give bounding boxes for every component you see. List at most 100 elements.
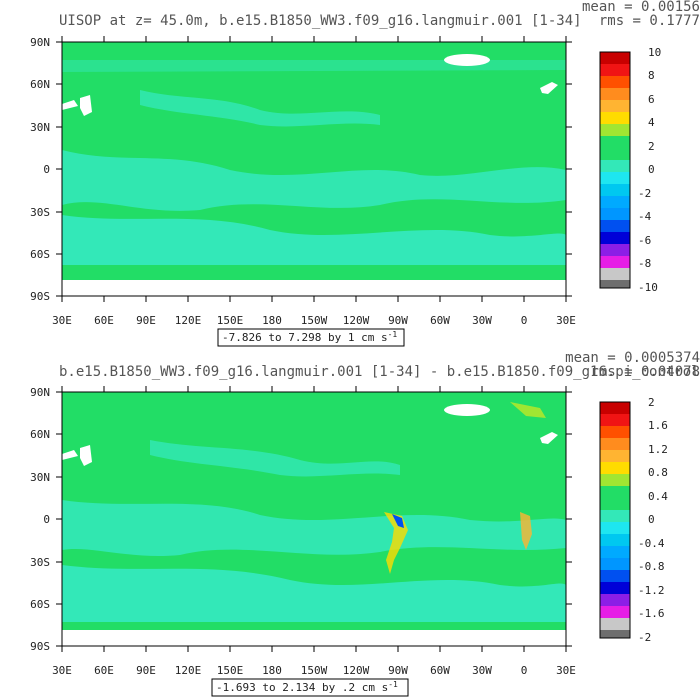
colorbar-swatch	[600, 256, 630, 268]
negative-region	[62, 60, 566, 72]
land-mask	[444, 404, 490, 416]
colorbar-swatch	[600, 510, 630, 522]
colorbar-swatch	[600, 172, 630, 184]
x-tick-label: 180	[262, 664, 282, 677]
x-tick-label: 180	[262, 314, 282, 327]
range-label: -1.693 to 2.134 by .2 cm s-1	[216, 680, 398, 694]
mean-label: mean = 0.00156	[582, 0, 700, 15]
y-tick-label: 60N	[30, 428, 50, 441]
y-axis: 90N 60N 30N 0 30S 60S 90S	[30, 386, 572, 653]
colorbar-swatch	[600, 558, 630, 570]
negative-region	[62, 150, 566, 211]
colorbar-swatch	[600, 136, 630, 148]
colorbar-swatch	[600, 160, 630, 172]
colorbar-swatch	[600, 280, 630, 288]
colorbar-swatch	[600, 196, 630, 208]
colorbar-label: -6	[638, 234, 651, 247]
colorbar-swatch	[600, 268, 630, 280]
panel-bottom: b.e15.B1850_WW3.f09_g16.langmuir.001 [1-…	[30, 350, 700, 697]
x-tick-label: 30E	[556, 664, 576, 677]
y-tick-label: 0	[43, 163, 50, 176]
panel-title: b.e15.B1850_WW3.f09_g16.langmuir.001 [1-…	[59, 364, 700, 380]
x-tick-label: 150W	[301, 664, 328, 677]
colorbar-swatch	[600, 124, 630, 136]
colorbar-label: -1.6	[638, 607, 665, 620]
y-tick-label: 30N	[30, 471, 50, 484]
colorbar-swatch	[600, 462, 630, 474]
colorbar-swatch	[600, 450, 630, 462]
x-tick-label: 90E	[136, 314, 156, 327]
negative-region	[62, 565, 566, 622]
y-tick-label: 60S	[30, 598, 50, 611]
colorbar-swatch	[600, 220, 630, 232]
colorbar-swatch	[600, 594, 630, 606]
colorbar-swatch	[600, 534, 630, 546]
y-tick-label: 90S	[30, 640, 50, 653]
colorbar-swatch	[600, 402, 630, 414]
anomaly-region	[510, 402, 546, 418]
range-label: -7.826 to 7.298 by 1 cm s-1	[222, 330, 397, 344]
panel-title: UISOP at z= 45.0m, b.e15.B1850_WW3.f09_g…	[59, 13, 582, 29]
colorbar-swatch	[600, 414, 630, 426]
colorbar-swatch	[600, 100, 630, 112]
x-axis: 30E 60E 90E 120E 150E 180 150W 120W 90W	[52, 386, 576, 677]
range-frame	[217, 328, 405, 347]
x-tick-label: 150E	[217, 314, 244, 327]
map-field	[62, 392, 566, 646]
range-box: -7.826 to 7.298 by 1 cm s-1	[217, 328, 405, 347]
x-tick-label: 30W	[472, 314, 492, 327]
land-mask	[540, 82, 558, 94]
colorbar-swatch	[600, 64, 630, 76]
colorbar-swatch	[600, 148, 630, 160]
negative-region	[150, 440, 400, 477]
y-tick-label: 30S	[30, 206, 50, 219]
colorbar-label: 6	[648, 93, 655, 106]
colorbar-label: 0	[648, 163, 655, 176]
land-mask	[80, 95, 92, 116]
anomaly-region	[392, 514, 404, 528]
x-tick-label: 90W	[388, 314, 408, 327]
colorbar-swatch	[600, 232, 630, 244]
x-tick-label: 120W	[343, 314, 370, 327]
colorbar-label: 0.8	[648, 466, 668, 479]
colorbar-label: -0.4	[638, 537, 665, 550]
x-tick-label: 30E	[52, 664, 72, 677]
y-tick-label: 60N	[30, 78, 50, 91]
y-tick-label: 30N	[30, 121, 50, 134]
colorbar-label: -8	[638, 257, 651, 270]
colorbar-label: -4	[638, 210, 652, 223]
map-field	[62, 42, 566, 296]
y-tick-label: 90S	[30, 290, 50, 303]
panel-top: UISOP at z= 45.0m, b.e15.B1850_WW3.f09_g…	[30, 0, 700, 347]
colorbar-swatch	[600, 582, 630, 594]
colorbar-swatch	[600, 630, 630, 638]
y-tick-label: 30S	[30, 556, 50, 569]
land-mask	[62, 280, 566, 296]
x-tick-label: 0	[521, 314, 528, 327]
x-tick-label: 150W	[301, 314, 328, 327]
x-tick-label: 150E	[217, 664, 244, 677]
range-box: -1.693 to 2.134 by .2 cm s-1	[211, 678, 409, 697]
colorbar-label: 4	[648, 116, 655, 129]
x-tick-label: 0	[521, 664, 528, 677]
colorbar-frame	[599, 401, 631, 639]
colorbar-label: 0.4	[648, 490, 668, 503]
land-mask	[62, 100, 78, 110]
colorbar-swatch	[600, 618, 630, 630]
x-tick-label: 30E	[52, 314, 72, 327]
colorbar-label: -10	[638, 281, 658, 294]
colorbar-label: 10	[648, 46, 661, 59]
colorbar-label: 0	[648, 513, 655, 526]
x-tick-label: 30E	[556, 314, 576, 327]
negative-region	[62, 215, 566, 265]
colorbar-label: 1.2	[648, 443, 668, 456]
rms-label: rms = 0.1777	[599, 13, 700, 29]
colorbar-swatch	[600, 606, 630, 618]
rms-label: rms = 0.04078	[590, 364, 700, 380]
negative-region	[62, 500, 566, 557]
range-frame	[211, 678, 409, 697]
colorbar: 10 8 6 4 2 0 -2 -4 -6 -8 -10	[599, 46, 661, 294]
x-tick-label: 60W	[430, 664, 450, 677]
colorbar-swatch	[600, 88, 630, 100]
colorbar-label: 8	[648, 69, 655, 82]
